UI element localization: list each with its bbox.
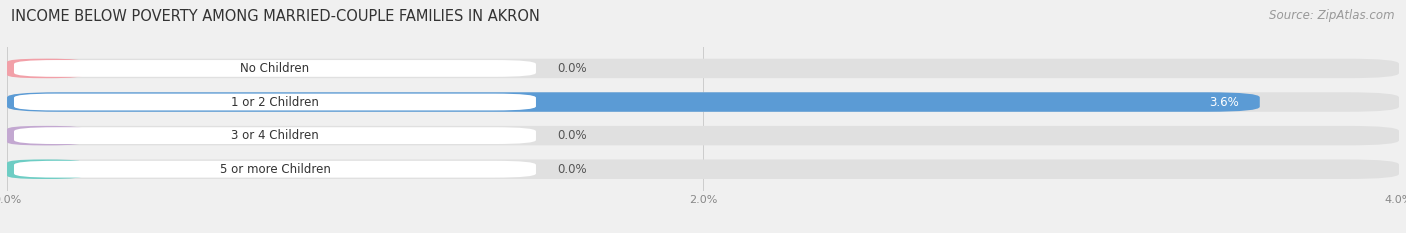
FancyBboxPatch shape <box>7 92 1399 112</box>
Text: INCOME BELOW POVERTY AMONG MARRIED-COUPLE FAMILIES IN AKRON: INCOME BELOW POVERTY AMONG MARRIED-COUPL… <box>11 9 540 24</box>
FancyBboxPatch shape <box>7 126 83 145</box>
Text: 3 or 4 Children: 3 or 4 Children <box>231 129 319 142</box>
FancyBboxPatch shape <box>7 59 1399 78</box>
Text: 1 or 2 Children: 1 or 2 Children <box>231 96 319 109</box>
Text: 5 or more Children: 5 or more Children <box>219 163 330 176</box>
FancyBboxPatch shape <box>7 92 1260 112</box>
FancyBboxPatch shape <box>7 159 83 179</box>
Text: No Children: No Children <box>240 62 309 75</box>
FancyBboxPatch shape <box>14 161 536 178</box>
Text: 0.0%: 0.0% <box>557 62 586 75</box>
FancyBboxPatch shape <box>7 59 83 78</box>
FancyBboxPatch shape <box>14 60 536 77</box>
FancyBboxPatch shape <box>7 159 1399 179</box>
FancyBboxPatch shape <box>14 127 536 144</box>
FancyBboxPatch shape <box>14 94 536 110</box>
Text: 0.0%: 0.0% <box>557 129 586 142</box>
Text: Source: ZipAtlas.com: Source: ZipAtlas.com <box>1270 9 1395 22</box>
FancyBboxPatch shape <box>7 126 1399 145</box>
Text: 0.0%: 0.0% <box>557 163 586 176</box>
Text: 3.6%: 3.6% <box>1209 96 1239 109</box>
